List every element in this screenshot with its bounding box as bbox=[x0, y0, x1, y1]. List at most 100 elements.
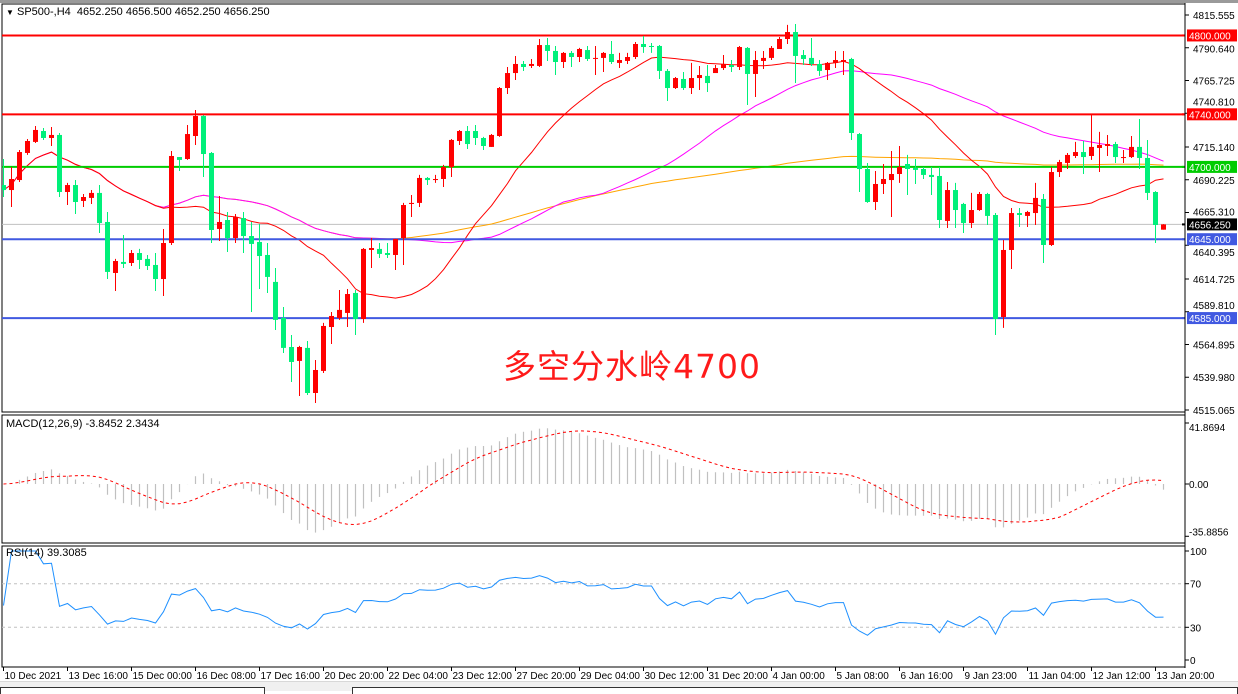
candle bbox=[857, 132, 862, 193]
candle-body bbox=[393, 238, 398, 255]
time-axis-label: 20 Dec 20:00 bbox=[325, 671, 385, 682]
candle bbox=[121, 234, 126, 268]
candle bbox=[369, 238, 374, 268]
candle bbox=[1049, 167, 1054, 247]
candle-body bbox=[897, 167, 902, 174]
candle-body bbox=[353, 292, 358, 319]
candle bbox=[753, 50, 758, 97]
candle-body bbox=[169, 155, 174, 244]
candle bbox=[569, 50, 574, 67]
candle bbox=[353, 289, 358, 336]
candle bbox=[929, 167, 934, 196]
candle-body bbox=[1001, 249, 1006, 318]
candle-body bbox=[1113, 144, 1118, 158]
candle-body bbox=[233, 216, 238, 239]
candle-body bbox=[785, 32, 790, 39]
candle-body bbox=[1121, 157, 1126, 159]
candle bbox=[609, 40, 614, 64]
candle bbox=[161, 228, 166, 296]
level-price-tag-text: 4800.000 bbox=[1189, 31, 1231, 42]
candle-body bbox=[97, 192, 102, 224]
level-price-tag bbox=[1187, 312, 1237, 325]
candle-body bbox=[809, 57, 814, 64]
candle-body bbox=[497, 88, 502, 137]
candle-body bbox=[209, 152, 214, 230]
candle-body bbox=[873, 183, 878, 202]
candle bbox=[465, 126, 470, 150]
annotation-text: 多空分水岭4700 bbox=[503, 347, 761, 386]
candle bbox=[497, 86, 502, 137]
price-tick-label: 4765.725 bbox=[1193, 77, 1235, 88]
level-price-tag bbox=[1187, 29, 1237, 42]
candle-body bbox=[177, 157, 182, 160]
candle bbox=[713, 65, 718, 74]
candle bbox=[1025, 210, 1030, 227]
candle bbox=[649, 42, 654, 53]
candle bbox=[81, 193, 86, 207]
candle bbox=[729, 60, 734, 72]
candle-body bbox=[337, 309, 342, 318]
candle-body bbox=[993, 215, 998, 319]
candle-body bbox=[1073, 152, 1078, 156]
candle-body bbox=[257, 241, 262, 257]
candle bbox=[361, 248, 366, 323]
current-price-tag-text: 4656.250 bbox=[1189, 220, 1231, 231]
candle bbox=[193, 109, 198, 145]
candle bbox=[705, 65, 710, 92]
candle bbox=[129, 249, 134, 267]
candle-body bbox=[609, 53, 614, 63]
rsi-axis-label: 100 bbox=[1190, 547, 1207, 558]
candle bbox=[1057, 159, 1062, 178]
rsi-axis-label: 0 bbox=[1190, 656, 1196, 667]
candle-body bbox=[17, 152, 22, 181]
candle bbox=[337, 289, 342, 320]
candle-body bbox=[417, 177, 422, 203]
ohlc-readout: 4652.250 4656.500 4652.250 4656.250 bbox=[76, 6, 270, 18]
candle-body bbox=[713, 68, 718, 74]
candle bbox=[1017, 208, 1022, 227]
candle bbox=[897, 145, 902, 183]
candle bbox=[57, 132, 62, 198]
candle bbox=[961, 202, 966, 234]
bottom-tab[interactable] bbox=[352, 687, 1238, 694]
candle bbox=[601, 52, 606, 72]
candle bbox=[865, 162, 870, 203]
candle bbox=[681, 71, 686, 90]
candle bbox=[329, 312, 334, 344]
candle-body bbox=[561, 52, 566, 63]
price-tick-label: 4564.895 bbox=[1193, 340, 1235, 351]
rsi-axis-label: 30 bbox=[1190, 623, 1202, 634]
triangle-down-icon[interactable]: ▼ bbox=[6, 8, 14, 17]
candle bbox=[257, 223, 262, 290]
candle bbox=[1033, 182, 1038, 226]
time-axis-label: 27 Dec 20:00 bbox=[517, 671, 577, 682]
candle bbox=[313, 360, 318, 403]
candle-body bbox=[945, 190, 950, 221]
candle-body bbox=[641, 43, 646, 48]
candle bbox=[2, 159, 6, 198]
candle bbox=[281, 307, 286, 354]
bottom-tab[interactable] bbox=[0, 687, 265, 694]
ma-fast-line bbox=[3, 56, 1164, 299]
candle bbox=[1089, 114, 1094, 160]
candle bbox=[561, 52, 566, 69]
candle bbox=[33, 126, 38, 143]
candle bbox=[577, 47, 582, 63]
candle bbox=[441, 164, 446, 188]
candle bbox=[137, 248, 142, 270]
candle bbox=[305, 340, 310, 395]
level-price-tag-text: 4645.000 bbox=[1189, 235, 1231, 246]
candle-body bbox=[593, 57, 598, 59]
candle-body bbox=[769, 47, 774, 58]
candle bbox=[1009, 208, 1014, 270]
macd-signal-line bbox=[3, 430, 1164, 526]
price-tick-label: 4539.980 bbox=[1193, 373, 1235, 384]
bottom-tab-strip bbox=[0, 681, 1238, 691]
macd-axis-label: -35.8856 bbox=[1189, 527, 1229, 538]
candle-body bbox=[889, 173, 894, 181]
candle-body bbox=[793, 32, 798, 56]
candle-body bbox=[585, 50, 590, 59]
candle-body bbox=[681, 78, 686, 89]
candle bbox=[529, 58, 534, 69]
